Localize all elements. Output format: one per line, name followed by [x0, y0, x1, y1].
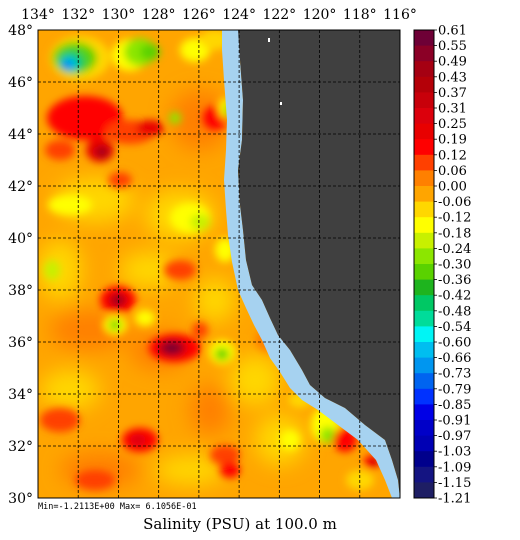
colorbar-swatch: [414, 154, 434, 171]
colorbar-swatch: [414, 373, 434, 390]
graticule: [38, 30, 400, 498]
colorbar-swatch: [414, 435, 434, 452]
latitude-tick-label: 40°: [8, 231, 33, 247]
colorbar-swatch: [414, 139, 434, 156]
island-speck: [280, 102, 282, 105]
colorbar-label: -0.79: [438, 382, 471, 397]
colorbar-label: -1.15: [438, 476, 471, 491]
colorbar-swatch: [414, 451, 434, 468]
map-frame: [37, 29, 401, 499]
colorbar-label: -0.24: [438, 242, 471, 257]
colorbar: 0.610.550.490.430.370.310.250.190.120.06…: [413, 24, 471, 507]
colorbar-swatch: [414, 482, 434, 499]
colorbar-label: -0.36: [438, 273, 471, 288]
colorbar-label: -0.60: [438, 336, 471, 351]
latitude-tick-label: 34°: [8, 387, 33, 403]
colorbar-label: 0.00: [438, 180, 467, 195]
latitude-tick-label: 46°: [8, 75, 33, 91]
colorbar-swatch: [414, 310, 434, 327]
colorbar-label: 0.31: [438, 102, 467, 117]
colorbar-label: -0.42: [438, 289, 471, 304]
colorbar-label: 0.43: [438, 70, 467, 85]
longitude-tick-label: 118°: [343, 7, 377, 23]
colorbar-label: -1.09: [438, 460, 471, 475]
latitude-tick-label: 42°: [8, 179, 33, 195]
latitude-tick-label: 36°: [8, 335, 33, 351]
longitude-tick-labels: 134° 132° 130° 128° 126° 124° 122° 120° 118° 116°: [21, 7, 417, 23]
colorbar-label: -0.06: [438, 195, 471, 210]
island-speck: [268, 38, 270, 42]
colorbar-swatch: [414, 466, 434, 483]
figure-caption: Salinity (PSU) at 100.0 m: [0, 515, 520, 533]
colorbar-label: 0.37: [438, 86, 467, 101]
min-max-stats: Min=-1.2113E+00 Max= 6.1056E-01: [38, 502, 197, 512]
colorbar-label: 0.06: [438, 164, 467, 179]
longitude-tick-label: 116°: [383, 7, 417, 23]
colorbar-label: -1.21: [438, 492, 471, 507]
colorbar-label: 0.12: [438, 148, 467, 163]
colorbar-swatch: [414, 295, 434, 312]
colorbar-label: -0.12: [438, 211, 471, 226]
colorbar-label: -0.30: [438, 258, 471, 273]
colorbar-swatch: [414, 92, 434, 109]
colorbar-label: -0.66: [438, 351, 471, 366]
colorbar-label: -0.91: [438, 414, 471, 429]
colorbar-swatch: [414, 264, 434, 280]
colorbar-swatch: [414, 217, 434, 234]
map-plot-area: [38, 30, 400, 498]
latitude-tick-labels: 48° 46° 44° 42° 40° 38° 36° 34° 32° 30°: [8, 23, 33, 507]
colorbar-swatch: [414, 404, 434, 421]
colorbar-swatch: [414, 76, 434, 93]
colorbar-swatch: [414, 326, 434, 343]
colorbar-label: -0.97: [438, 429, 471, 444]
colorbar-label: -0.85: [438, 398, 471, 413]
colorbar-label: -0.18: [438, 226, 471, 241]
colorbar-swatch: [414, 201, 434, 218]
longitude-tick-label: 134°: [21, 7, 55, 23]
colorbar-label: 0.61: [438, 24, 467, 39]
colorbar-swatch: [414, 342, 434, 358]
island-speck: [302, 395, 305, 397]
colorbar-swatch: [414, 232, 434, 249]
colorbar-swatch: [414, 45, 434, 62]
latitude-tick-label: 48°: [8, 23, 33, 39]
colorbar-swatch: [414, 186, 434, 202]
salinity-anomaly-features: [40, 30, 380, 490]
colorbar-swatch: [414, 123, 434, 140]
longitude-tick-label: 130°: [102, 7, 136, 23]
colorbar-swatch: [414, 170, 434, 187]
longitude-tick-label: 132°: [61, 7, 95, 23]
colorbar-swatch: [414, 357, 434, 374]
colorbar-label: -1.03: [438, 445, 471, 460]
caption-text: Salinity (PSU) at 100.0 m: [143, 515, 337, 533]
longitude-tick-label: 126°: [182, 7, 216, 23]
colorbar-swatch: [414, 248, 434, 265]
colorbar-label: -0.54: [438, 320, 471, 335]
colorbar-swatch: [414, 279, 434, 296]
latitude-tick-label: 44°: [8, 127, 33, 143]
longitude-tick-label: 124°: [222, 7, 256, 23]
colorbar-swatch: [414, 388, 434, 405]
coastal-fringe: [222, 30, 400, 498]
longitude-tick-label: 128°: [142, 7, 176, 23]
colorbar-label: -0.48: [438, 304, 471, 319]
colorbar-swatch: [414, 108, 434, 124]
latitude-tick-label: 30°: [8, 491, 33, 507]
colorbar-label: 0.19: [438, 133, 467, 148]
colorbar-label: 0.55: [438, 39, 467, 54]
colorbar-label: -0.73: [438, 367, 471, 382]
longitude-tick-label: 120°: [303, 7, 337, 23]
colorbar-swatch: [414, 420, 434, 436]
latitude-tick-label: 32°: [8, 439, 33, 455]
longitude-tick-label: 122°: [262, 7, 296, 23]
colorbar-label: 0.49: [438, 55, 467, 70]
colorbar-swatch: [414, 30, 434, 46]
colorbar-label: 0.25: [438, 117, 467, 132]
latitude-tick-label: 38°: [8, 283, 33, 299]
colorbar-swatch: [414, 61, 434, 78]
